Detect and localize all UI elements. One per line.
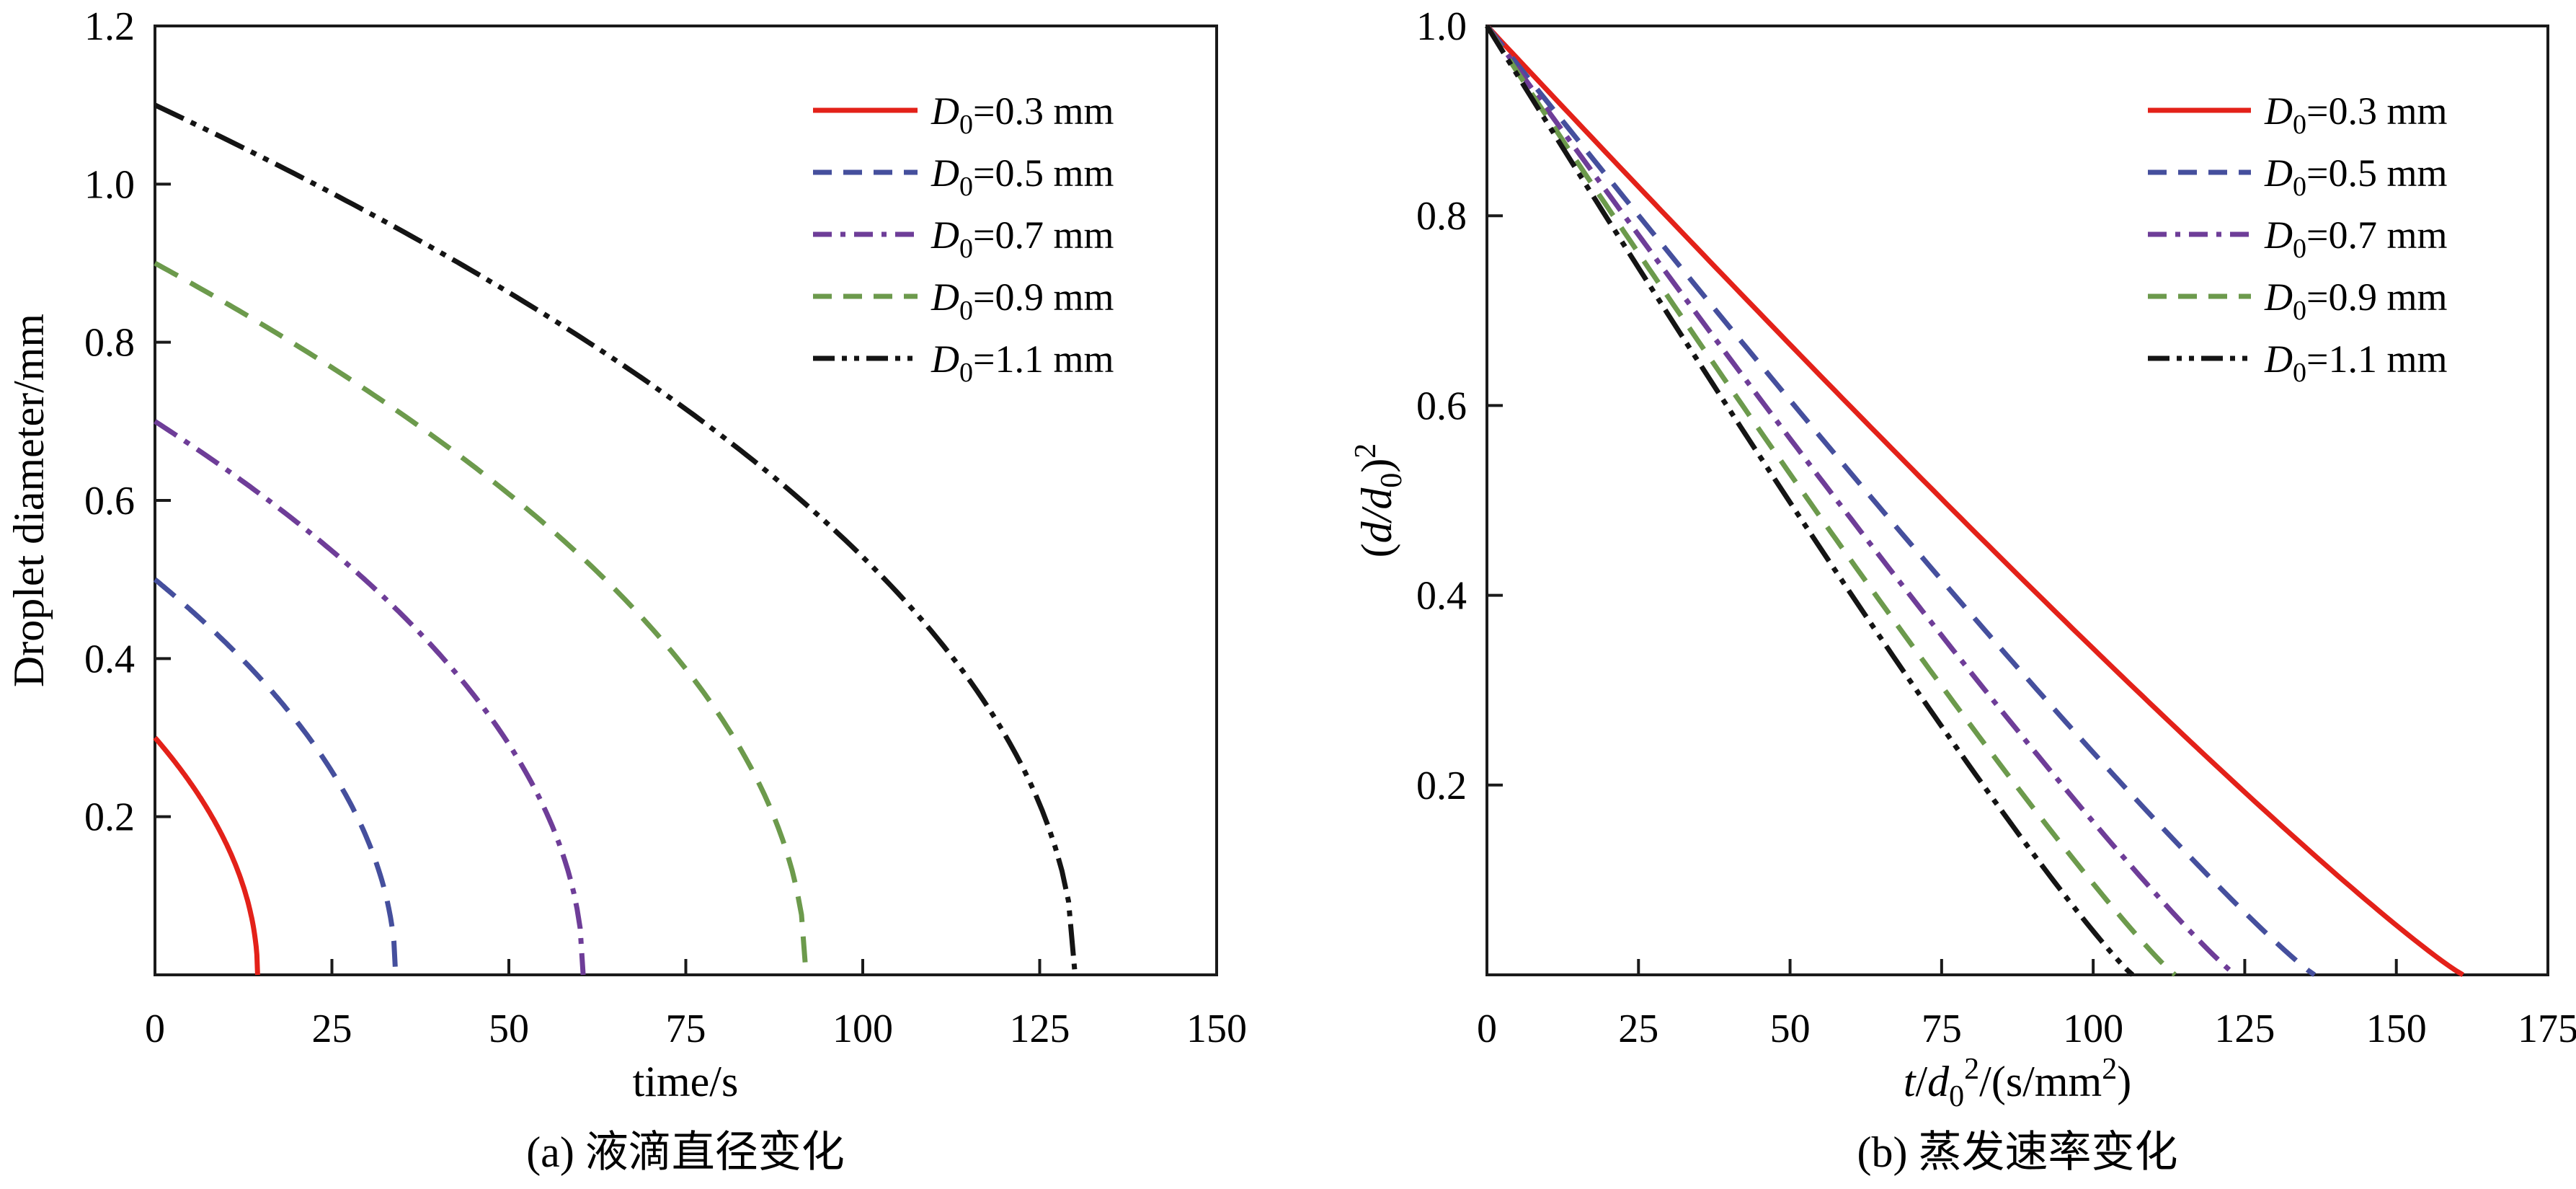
x-axis-title-a: time/s — [633, 1058, 739, 1105]
x-tick-label: 50 — [489, 1007, 529, 1051]
x-tick-label: 150 — [2366, 1007, 2427, 1051]
y-tick-label: 0.2 — [1416, 764, 1467, 808]
y-tick-label: 0.8 — [84, 321, 135, 366]
y-axis-title-b: (d/d0)2 — [1349, 443, 1408, 558]
legend-label-D0-0.9mm: D0=0.9 mm — [931, 275, 1114, 326]
ylabel-b-frac: d/d — [1353, 487, 1400, 544]
y-tick-label: 0.4 — [84, 637, 135, 681]
xlabel-b-sup: 2 — [1964, 1053, 1979, 1086]
xlabel-b-close: ) — [2117, 1058, 2131, 1105]
panel-a: 0 25 50 75 100 125 150 0.2 0.4 0.6 0.8 1.0 1.2 D0=0.3… — [84, 4, 1247, 1051]
legend-label-D0-1.1mm: D0=1.1 mm — [931, 337, 1114, 388]
y-tick-label: 1.0 — [84, 162, 135, 207]
series-line-D0-0.3mm — [153, 735, 260, 976]
y-tick-label: 0.8 — [1416, 194, 1467, 239]
series-line-D0-0.7mm — [1485, 24, 2237, 977]
plot-area-b — [1485, 25, 2549, 976]
series-line-D0-0.7mm — [154, 419, 586, 976]
ylabel-b-sup: 2 — [1349, 443, 1382, 459]
xlabel-b-rest: /(s/mm — [1979, 1058, 2102, 1105]
xlabel-b-t: t — [1904, 1058, 1917, 1105]
y-tick-label: 0.6 — [84, 479, 135, 523]
x-tick-label: 125 — [1010, 1007, 1070, 1051]
series-line-D0-0.5mm — [153, 577, 399, 976]
x-tick-label: 0 — [145, 1007, 165, 1051]
caption-b: (b) 蒸发速率变化 — [1857, 1128, 2178, 1176]
x-tick-label: 75 — [1922, 1007, 1962, 1051]
caption-a: (a) 液滴直径变化 — [526, 1128, 845, 1176]
series-line-D0-0.5mm — [1485, 24, 2317, 977]
x-tick-label: 100 — [2063, 1007, 2123, 1051]
legend-label-D0-0.5mm: D0=0.5 mm — [931, 151, 1114, 202]
legend-label-D0-0.9mm: D0=0.9 mm — [2264, 275, 2447, 326]
xlabel-b-slash: / — [1916, 1058, 1928, 1105]
xlabel-b-d: d — [1927, 1058, 1950, 1105]
x-tick-label: 75 — [666, 1007, 706, 1051]
legend-label-D0-1.1mm: D0=1.1 mm — [2264, 337, 2447, 388]
x-tick-label: 125 — [2214, 1007, 2275, 1051]
y-tick-label: 0.2 — [84, 795, 135, 840]
series-line-D0-0.9mm — [1485, 25, 2177, 977]
x-tick-label: 50 — [1770, 1007, 1811, 1051]
panel-b: 0 25 50 75 100 125 150 175 0.2 0.4 0.6 0.8 1.0 D0=0.3… — [1416, 4, 2576, 1051]
y-tick-label: 0.4 — [1416, 574, 1467, 619]
y-tick-label: 1.0 — [1416, 4, 1467, 49]
ylabel-b-open: ( — [1353, 543, 1400, 557]
legend-label-D0-0.7mm: D0=0.7 mm — [931, 213, 1114, 264]
x-tick-label: 175 — [2518, 1007, 2576, 1051]
y-axis-title-a: Droplet diameter/mm — [5, 314, 53, 687]
xlabel-b-sup2: 2 — [2102, 1053, 2117, 1086]
ylabel-b-sub: 0 — [1375, 473, 1408, 488]
legend-label-D0-0.3mm: D0=0.3 mm — [931, 89, 1114, 140]
series-line-D0-0.3mm — [1485, 24, 2464, 978]
y-tick-label: 0.6 — [1416, 384, 1467, 428]
legend-label-D0-0.5mm: D0=0.5 mm — [2264, 151, 2447, 202]
y-tick-label: 1.2 — [84, 4, 135, 49]
x-tick-label: 25 — [1618, 1007, 1658, 1051]
x-tick-label: 0 — [1477, 1007, 1497, 1051]
legend-label-D0-0.7mm: D0=0.7 mm — [2264, 213, 2447, 264]
x-tick-label: 25 — [312, 1007, 352, 1051]
xlabel-b-sub: 0 — [1949, 1080, 1964, 1113]
legend-label-D0-0.3mm: D0=0.3 mm — [2264, 89, 2447, 140]
series-line-D0-1.1mm — [154, 102, 1078, 976]
series-line-D0-0.9mm — [154, 260, 809, 976]
x-axis-title-b: t/d02/(s/mm2) — [1904, 1053, 2131, 1113]
x-tick-label: 150 — [1186, 1007, 1247, 1051]
series-line-D0-1.1mm — [1485, 25, 2135, 977]
ylabel-b-close: ) — [1353, 459, 1400, 473]
x-tick-label: 100 — [832, 1007, 893, 1051]
